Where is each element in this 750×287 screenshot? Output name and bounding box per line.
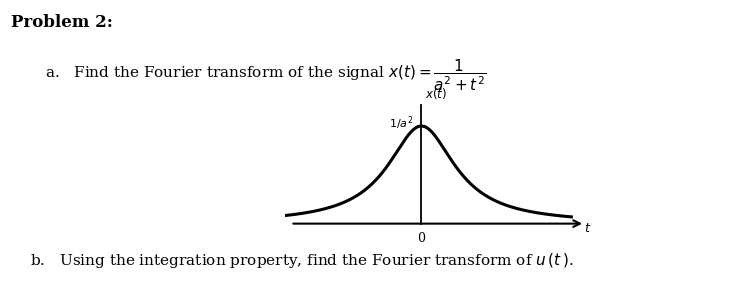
- Text: $t$: $t$: [584, 222, 591, 235]
- Text: a.   Find the Fourier transform of the signal $x(t) = \dfrac{1}{a^2+t^2}$: a. Find the Fourier transform of the sig…: [45, 57, 486, 93]
- Text: $1/a^2$: $1/a^2$: [389, 114, 413, 132]
- Text: 0: 0: [417, 232, 425, 245]
- Text: Problem 2:: Problem 2:: [11, 14, 113, 31]
- Text: $x(t)$: $x(t)$: [425, 86, 448, 101]
- Text: b.   Using the integration property, find the Fourier transform of $u\,(t\,)$.: b. Using the integration property, find …: [30, 251, 574, 270]
